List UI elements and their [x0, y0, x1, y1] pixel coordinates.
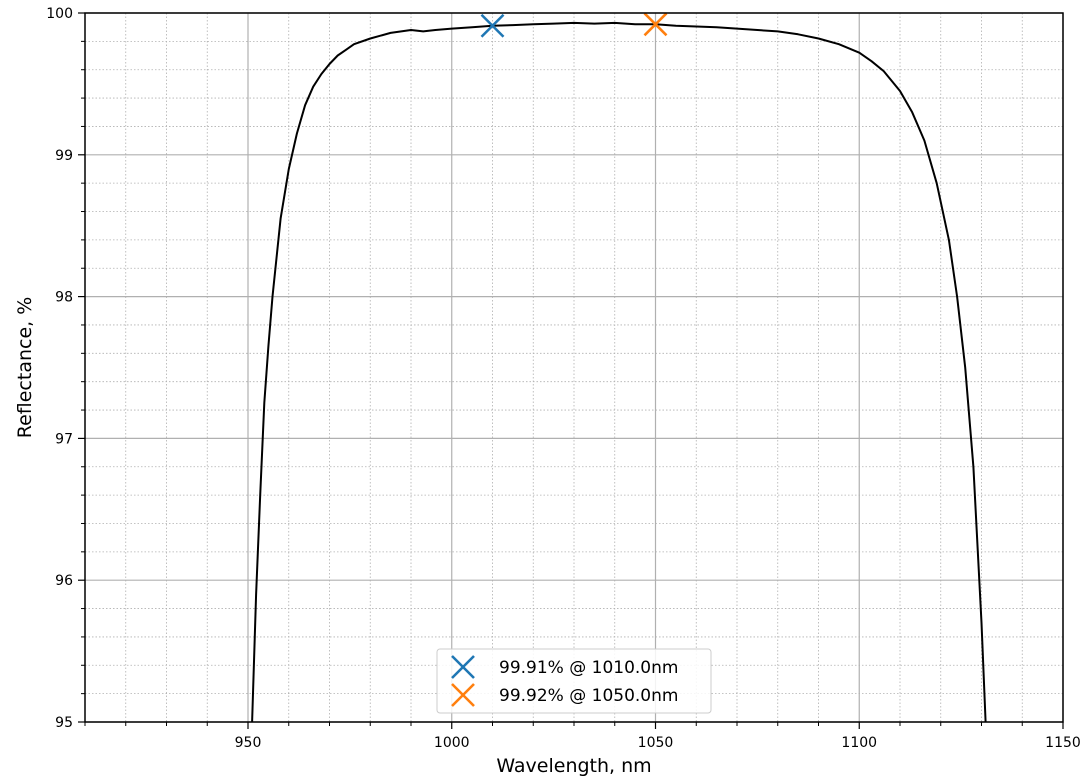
y-tick-label: 100	[46, 6, 73, 22]
y-tick-label: 95	[55, 715, 73, 731]
legend-label: 99.91% @ 1010.0nm	[499, 658, 678, 678]
y-tick-label: 96	[55, 573, 73, 589]
peak-marker	[643, 12, 668, 37]
x-tick-label: 1050	[638, 735, 674, 751]
legend-entries: 99.91% @ 1010.0nm 99.92% @ 1050.0nm	[451, 655, 678, 707]
legend-label: 99.92% @ 1050.0nm	[499, 686, 678, 706]
minor-grid	[84, 13, 1063, 722]
x-tick-label: 1000	[434, 735, 470, 751]
ticks-layer: 950 1000 1050 1100 1150 95 96 97 98 99 100	[46, 6, 1081, 751]
x-tick-label: 1100	[841, 735, 877, 751]
legend-box	[436, 648, 712, 714]
peak-marker	[480, 13, 505, 38]
legend-marker	[451, 655, 475, 679]
y-axis-label: Reflectance, %	[14, 297, 36, 439]
x-tick-label: 950	[235, 735, 262, 751]
series-layer	[251, 21, 987, 723]
y-tick-label: 98	[55, 290, 73, 306]
legend-marker	[451, 683, 475, 707]
x-axis-label: Wavelength, nm	[496, 755, 651, 777]
reflectance-line	[251, 21, 987, 723]
marker-layer	[480, 12, 668, 38]
y-tick-label: 99	[55, 148, 73, 164]
legend: 99.91% @ 1010.0nm 99.92% @ 1050.0nm	[436, 648, 712, 714]
y-tick-label: 97	[55, 431, 73, 447]
x-tick-label: 1150	[1045, 735, 1081, 751]
